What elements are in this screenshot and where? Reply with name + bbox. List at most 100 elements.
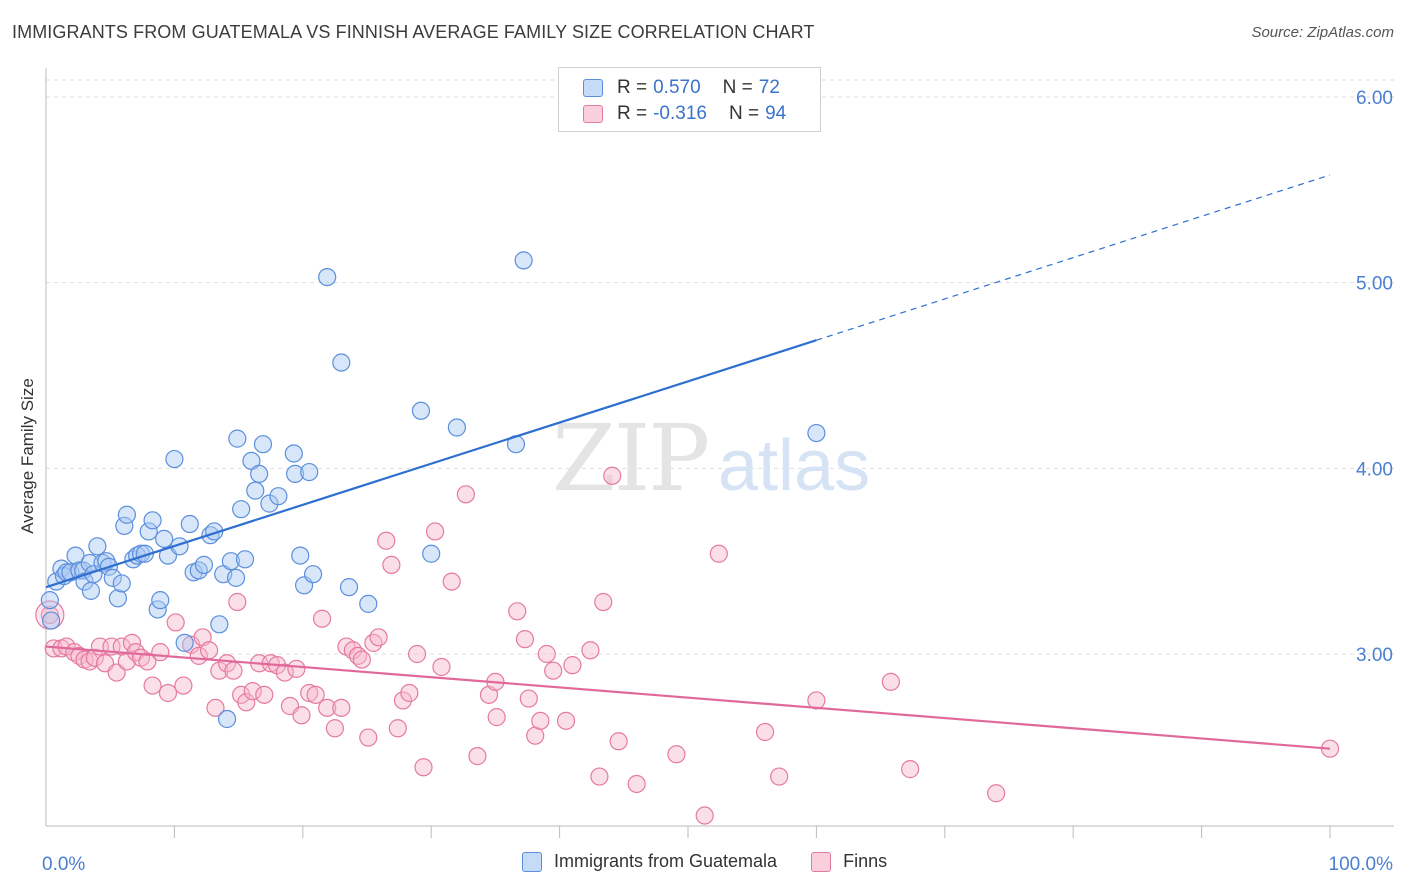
finns-point (609, 732, 628, 751)
guatemala-point (175, 633, 194, 652)
guatemala-point (235, 550, 255, 569)
finns-point (425, 522, 445, 541)
guatemala-points (40, 251, 826, 729)
guatemala-point (81, 581, 101, 600)
guatemala-point (269, 487, 288, 506)
guatemala-point (165, 449, 184, 469)
guatemala-point (318, 267, 337, 287)
guatemala-point (250, 464, 269, 484)
watermark-atlas: atlas (718, 426, 870, 506)
finns-point (206, 698, 225, 717)
finns-point (40, 605, 59, 625)
chart-title: IMMIGRANTS FROM GUATEMALA VS FINNISH AVE… (12, 22, 815, 42)
finns-point (544, 661, 563, 680)
finns-points (35, 466, 1340, 825)
finns-point (531, 711, 550, 730)
finns-point (393, 691, 413, 710)
guatemala-point (115, 516, 134, 535)
finns-point (228, 592, 247, 612)
legend-n-label: N = (728, 103, 760, 124)
series-legend: Immigrants from Guatemala Finns (522, 851, 921, 872)
finns-point (556, 711, 576, 730)
finns-point (432, 657, 451, 677)
guatemala-point (117, 505, 136, 524)
guatemala-point (151, 591, 170, 610)
guatemala-point (112, 574, 131, 593)
guatemala-point (40, 591, 59, 610)
guatemala-trend-extension (816, 174, 1331, 341)
finns-point (143, 676, 162, 695)
finns-point (487, 708, 506, 727)
finns-point (537, 644, 556, 664)
finns-point (364, 633, 383, 652)
guatemala-point (807, 423, 826, 443)
y-tick-label: 3.00 (1356, 645, 1393, 666)
finns-point (667, 745, 686, 764)
finns-point (217, 654, 237, 673)
finns-point (590, 767, 609, 786)
finns-point (581, 641, 600, 660)
finns-point (122, 633, 142, 652)
finns-point (563, 656, 582, 675)
guatemala-point (447, 418, 466, 437)
legend-swatch-blue (522, 851, 542, 872)
guatemala-point (221, 552, 240, 571)
legend-row-guatemala: R = 0.570 N = 72 (583, 75, 780, 101)
finns-point (352, 650, 371, 669)
legend-n-value: 72 (758, 77, 780, 98)
guatemala-point (139, 522, 158, 541)
legend-row-finns: R = -0.316 N = 94 (583, 101, 786, 127)
finns-point (770, 767, 789, 786)
legend-r-value: -0.316 (653, 103, 707, 124)
trend-lines (45, 174, 1331, 750)
finns-point (369, 628, 388, 647)
finns-point (709, 544, 728, 563)
source-label: Source: ZipAtlas.com (1251, 24, 1394, 41)
finns-point (275, 663, 294, 682)
finns-point (224, 661, 243, 680)
legend-label-guatemala: Immigrants from Guatemala (554, 851, 778, 871)
finns-point (388, 719, 407, 738)
finns-point (318, 698, 337, 717)
finns-point (166, 613, 185, 632)
guatemala-point (108, 589, 128, 608)
guatemala-point (303, 565, 323, 584)
guatemala-point (514, 251, 533, 270)
legend-item-finns: Finns (811, 851, 887, 872)
guatemala-point (339, 578, 359, 597)
guatemala-point (155, 529, 174, 548)
guatemala-point (143, 511, 162, 530)
finns-point (515, 630, 535, 649)
guatemala-point (189, 561, 208, 580)
correlation-legend: R = 0.570 N = 72 R = -0.316 N = 94 (558, 67, 821, 132)
finns-point (407, 644, 427, 664)
axes (45, 68, 1394, 838)
x-tick-label: 0.0% (42, 854, 85, 875)
guatemala-point (42, 611, 61, 630)
legend-swatch-blue (583, 79, 603, 97)
y-tick-label: 5.00 (1356, 274, 1393, 295)
guatemala-point (300, 462, 319, 482)
finns-point (627, 774, 646, 794)
finns-point (300, 683, 319, 703)
y-tick-label: 4.00 (1356, 459, 1393, 480)
finns-point (210, 661, 229, 680)
guatemala-point (253, 435, 273, 454)
finns-trend-line (45, 645, 1331, 750)
legend-swatch-pink (583, 105, 603, 123)
guatemala-point (232, 500, 251, 519)
guatemala-point (217, 709, 237, 729)
y-axis-title: Average Family Size (18, 378, 37, 534)
guatemala-point (210, 615, 229, 634)
guatemala-point (359, 594, 378, 613)
finns-point (755, 722, 775, 742)
finns-point (603, 466, 622, 485)
guatemala-point (422, 544, 441, 563)
finns-point (325, 719, 344, 738)
guatemala-point (103, 568, 122, 587)
legend-label-finns: Finns (843, 851, 888, 871)
guatemala-point (285, 464, 305, 484)
finns-point (174, 676, 193, 695)
legend-n-label: N = (722, 77, 753, 98)
finns-point (508, 602, 527, 621)
